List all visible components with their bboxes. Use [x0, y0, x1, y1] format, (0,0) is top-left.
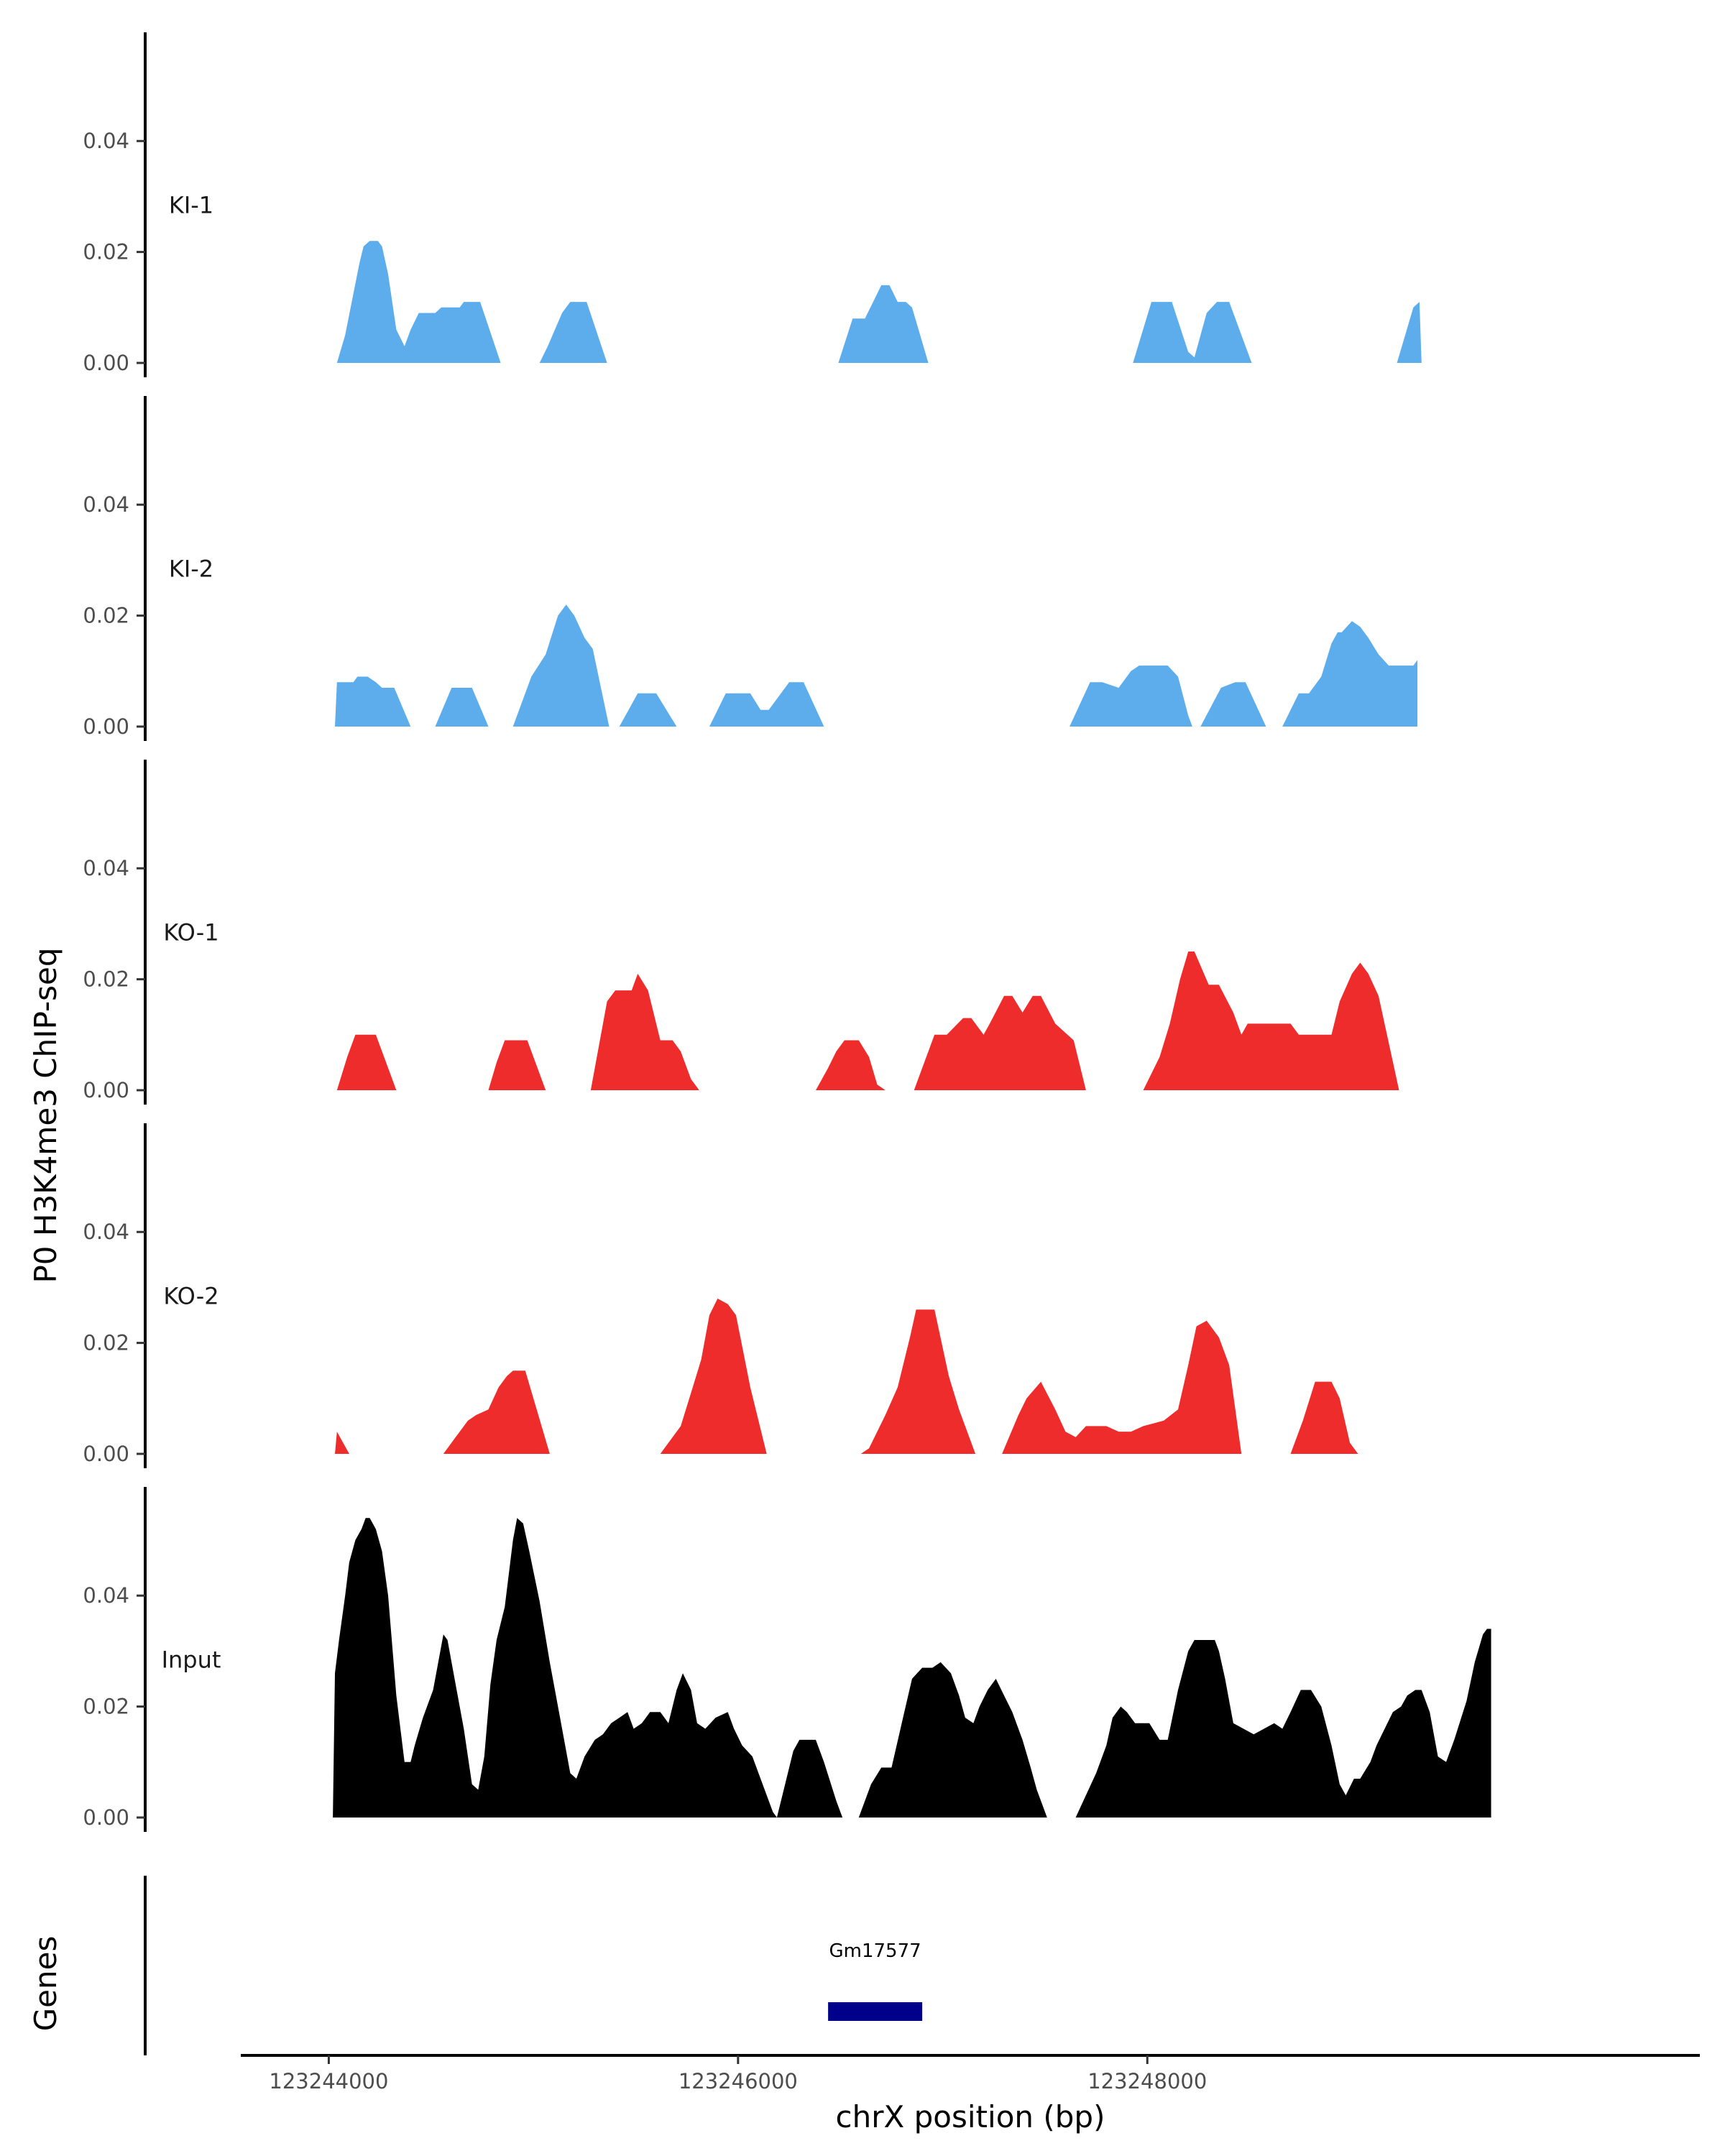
signal-area — [333, 1518, 777, 1818]
x-tick-label: 123244000 — [269, 2069, 388, 2093]
track-panels: 0.00 0.02 0.04 KI-1 0.00 0.02 0.04 KI-2 0.00 0.02… — [83, 32, 1491, 1832]
y-tick-label: 0.02 — [83, 604, 129, 628]
track-label: KO-2 — [163, 1283, 218, 1310]
track-panel: 0.00 0.02 0.04 KO-2 — [83, 1123, 1358, 1468]
signal-area — [1133, 302, 1252, 363]
y-tick-label: 0.02 — [83, 1331, 129, 1355]
signal-area — [539, 302, 607, 363]
track-panel: 0.00 0.02 0.04 KI-2 — [83, 396, 1418, 741]
track-label: KO-1 — [163, 919, 218, 946]
x-axis: 123244000 123246000 123248000 — [241, 2054, 1700, 2093]
y-tick-label: 0.00 — [83, 1442, 129, 1466]
track-label: Input — [162, 1646, 221, 1674]
signal-area — [590, 973, 699, 1090]
signal-area — [1290, 1381, 1358, 1454]
signal-area — [335, 1432, 349, 1454]
signal-area — [335, 676, 411, 727]
signal-area — [1002, 1320, 1242, 1454]
track-panel: 0.00 0.02 0.04 KI-1 — [83, 32, 1422, 377]
genes-panel: Genes Gm17577 — [28, 1876, 923, 2055]
track-panel: 0.00 0.02 0.04 KO-1 — [83, 760, 1399, 1105]
y-tick-label: 0.00 — [83, 714, 129, 739]
signal-area — [858, 1662, 1047, 1818]
y-tick-label: 0.00 — [83, 351, 129, 375]
signal-area — [776, 1739, 843, 1818]
signal-area — [435, 688, 489, 727]
y-tick-label: 0.04 — [83, 492, 129, 517]
y-tick-label: 0.02 — [83, 240, 129, 264]
y-tick-label: 0.00 — [83, 1078, 129, 1102]
signal-area — [336, 241, 501, 363]
signal-area — [1075, 1628, 1491, 1818]
signal-area — [619, 693, 677, 727]
gene-label: Gm17577 — [829, 1940, 921, 1962]
x-tick-label: 123246000 — [678, 2069, 798, 2093]
signal-area — [860, 1309, 976, 1454]
gene-bar — [828, 2002, 923, 2021]
y-tick-label: 0.02 — [83, 967, 129, 992]
signal-area — [1397, 302, 1422, 363]
x-tick-label: 123248000 — [1087, 2069, 1207, 2093]
signal-area — [1200, 682, 1266, 727]
x-axis-title: chrX position (bp) — [836, 2099, 1105, 2134]
signal-area — [914, 995, 1086, 1090]
track-label: KI-1 — [169, 192, 213, 219]
signal-area — [1282, 621, 1418, 727]
y-tick-label: 0.04 — [83, 1583, 129, 1608]
signal-area — [443, 1370, 550, 1454]
track-label: KI-2 — [169, 556, 213, 583]
signal-area — [838, 285, 929, 363]
signal-area — [660, 1298, 767, 1454]
y-axis-title: P0 H3K4me3 ChIP-seq — [28, 947, 63, 1283]
genes-axis-title: Genes — [28, 1936, 63, 2032]
y-tick-label: 0.04 — [83, 129, 129, 153]
track-panel: 0.00 0.02 0.04 Input — [83, 1487, 1491, 1832]
signal-area — [816, 1040, 886, 1090]
signal-area — [1070, 665, 1192, 727]
signal-area — [336, 1034, 397, 1090]
y-tick-label: 0.02 — [83, 1695, 129, 1719]
y-tick-label: 0.04 — [83, 1220, 129, 1244]
signal-area — [488, 1040, 546, 1090]
signal-area — [512, 604, 610, 727]
signal-area — [709, 682, 824, 727]
signal-area — [1143, 952, 1399, 1090]
y-tick-label: 0.00 — [83, 1805, 129, 1830]
y-tick-label: 0.04 — [83, 856, 129, 880]
